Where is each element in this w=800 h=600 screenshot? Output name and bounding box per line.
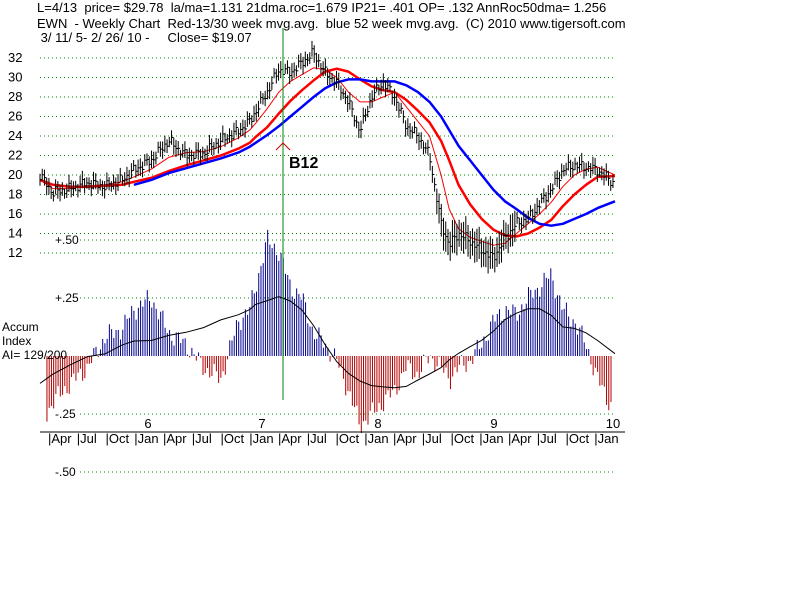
price-y-tick-label: 20 [8,167,22,182]
price-y-tick-label: 18 [8,187,22,202]
x-month-tick-label: |Jan [134,431,158,446]
signal-label: B12 [289,155,318,172]
x-month-tick-label: |Apr [163,431,187,446]
price-y-tick-label: 12 [8,245,22,260]
indicator-y-tick-label: -.25 [55,407,76,421]
signal-marker: B12 [275,28,318,400]
indicator-y-axis-labels: +.50 +.25 -.25 -.50 [55,233,79,479]
series-line-52wk [133,78,616,227]
price-y-tick-label: 28 [8,89,22,104]
x-axis: 6 7 8 9 10 |Apr |Jul |Oct |Jan |Apr |Jul |Oct |Jan |A… [40,416,625,446]
price-y-tick-label: 22 [8,148,22,163]
x-month-tick-label: |Jan [249,431,273,446]
x-month-tick-label: |Jan [364,431,388,446]
x-year-tick-label: 6 [144,416,151,431]
x-year-tick-label: 9 [490,416,497,431]
header-line-2: EWN - Weekly Chart Red-13/30 week mvg.av… [37,16,626,31]
header-line-1: L=4/13 price= $29.78 la/ma=1.131 21dma.r… [37,0,607,15]
price-y-tick-label: 26 [8,109,22,124]
accum-index-bars [46,229,612,434]
x-month-tick-label: |Jul [77,431,97,446]
x-month-tick-label: |Oct [451,431,475,446]
indicator-y-tick-label: +.25 [55,291,79,305]
x-month-tick-label: |Apr [508,431,532,446]
x-month-tick-label: |Oct [106,431,130,446]
x-month-tick-label: |Jan [479,431,503,446]
accum-index-moving-avg [39,296,616,389]
x-month-tick-label: |Apr [278,431,302,446]
x-month-tick-label: |Jul [307,431,327,446]
header-line-3: 3/ 11/ 5- 2/ 26/ 10 - Close= $19.07 [37,30,252,45]
indicator-label-ai: AI= 129/200 [2,348,67,362]
indicator-label-index: Index [2,334,31,348]
x-month-tick-label: |Jul [422,431,442,446]
x-month-tick-label: |Oct [566,431,590,446]
indicator-y-tick-label: -.50 [55,465,76,479]
x-month-tick-label: |Jul [192,431,212,446]
x-year-tick-label: 8 [374,416,381,431]
x-month-tick-label: |Jan [594,431,618,446]
price-bars [39,40,615,274]
price-y-tick-label: 30 [8,70,22,85]
indicator-label-accum: Accum [2,320,39,334]
series-line-30wk [39,67,616,238]
price-y-tick-label: 16 [8,206,22,221]
series-line-13wk [39,67,616,246]
x-year-tick-label: 10 [606,416,620,431]
x-year-tick-label: 7 [258,416,265,431]
x-month-tick-label: |Oct [221,431,245,446]
price-y-tick-label: 32 [8,50,22,65]
signal-arrow [275,142,291,151]
x-month-tick-label: |Apr [393,431,417,446]
series-lines [39,67,616,389]
indicator-y-tick-label: +.50 [55,233,79,247]
x-month-tick-label: |Apr [48,431,72,446]
price-y-axis-labels: 32 30 28 26 24 22 20 18 16 14 12 [8,50,22,260]
price-y-tick-label: 14 [8,226,22,241]
x-month-tick-label: |Jul [537,431,557,446]
x-month-tick-label: |Oct [336,431,360,446]
price-y-tick-label: 24 [8,128,22,143]
